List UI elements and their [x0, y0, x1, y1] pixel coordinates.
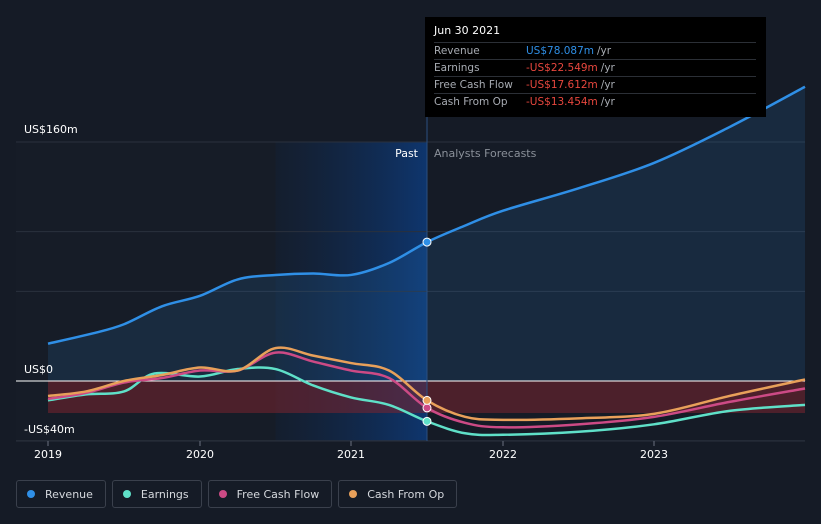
- legend-dot-icon: [218, 490, 227, 498]
- series-line-revenue: [47, 85, 806, 345]
- marker-cash-from-op: [422, 395, 432, 405]
- legend-label: Earnings: [140, 487, 189, 501]
- series-line-cash-from-op: [47, 346, 806, 422]
- tooltip-row-revenue: Revenue US$78.087m /yr: [434, 42, 756, 59]
- tooltip-label: Earnings: [434, 62, 480, 74]
- legend-item-earnings[interactable]: Earnings: [111, 480, 202, 508]
- tooltip-unit: /yr: [600, 62, 615, 74]
- legend-label: Cash From Op: [367, 487, 445, 501]
- x-tick-label: 2019: [34, 448, 62, 461]
- marker-revenue: [422, 237, 432, 247]
- tooltip-label: Free Cash Flow: [434, 79, 513, 91]
- legend-dot-icon: [27, 490, 35, 498]
- marker-free-cash-flow: [422, 403, 432, 413]
- legend-label: Free Cash Flow: [236, 487, 320, 501]
- tooltip-label: Cash From Op: [434, 96, 508, 108]
- tooltip-value: -US$17.612m: [526, 79, 598, 91]
- tooltip-row-earnings: Earnings -US$22.549m /yr: [434, 59, 756, 76]
- forecast-label: Analysts Forecasts: [434, 147, 537, 160]
- x-tick-label: 2023: [640, 448, 668, 461]
- legend-item-free-cash-flow[interactable]: Free Cash Flow: [207, 480, 333, 508]
- y-label-zero: US$0: [24, 363, 53, 376]
- revenue-area: [48, 86, 805, 381]
- tooltip-value: -US$22.549m: [526, 62, 598, 74]
- legend: Revenue Earnings Free Cash Flow Cash Fro…: [16, 480, 458, 508]
- x-tick-label: 2021: [337, 448, 365, 461]
- tooltip-date: Jun 30 2021: [434, 24, 501, 37]
- marker-earnings: [422, 416, 432, 426]
- tooltip-label: Revenue: [434, 45, 480, 57]
- tooltip-row-cash-from-op: Cash From Op -US$13.454m /yr: [434, 93, 756, 110]
- x-tick-label: 2022: [489, 448, 517, 461]
- tooltip-unit: /yr: [600, 79, 615, 91]
- y-label-bottom: -US$40m: [24, 423, 75, 436]
- legend-item-revenue[interactable]: Revenue: [16, 480, 106, 508]
- past-label: Past: [395, 147, 419, 160]
- legend-dot-icon: [349, 490, 358, 498]
- legend-item-cash-from-op[interactable]: Cash From Op: [338, 480, 458, 508]
- tooltip-row-free-cash-flow: Free Cash Flow -US$17.612m /yr: [434, 76, 756, 93]
- series-line-free-cash-flow: [47, 351, 806, 429]
- legend-dot-icon: [122, 490, 131, 498]
- tooltip-unit: /yr: [597, 45, 612, 57]
- tooltip-value: -US$13.454m: [526, 96, 598, 108]
- tooltip-unit: /yr: [600, 96, 615, 108]
- tooltip: Jun 30 2021 Revenue US$78.087m /yr Earni…: [425, 17, 766, 117]
- legend-label: Revenue: [45, 487, 93, 501]
- tooltip-value: US$78.087m: [526, 45, 594, 57]
- y-label-top: US$160m: [24, 123, 78, 136]
- x-tick-label: 2020: [186, 448, 214, 461]
